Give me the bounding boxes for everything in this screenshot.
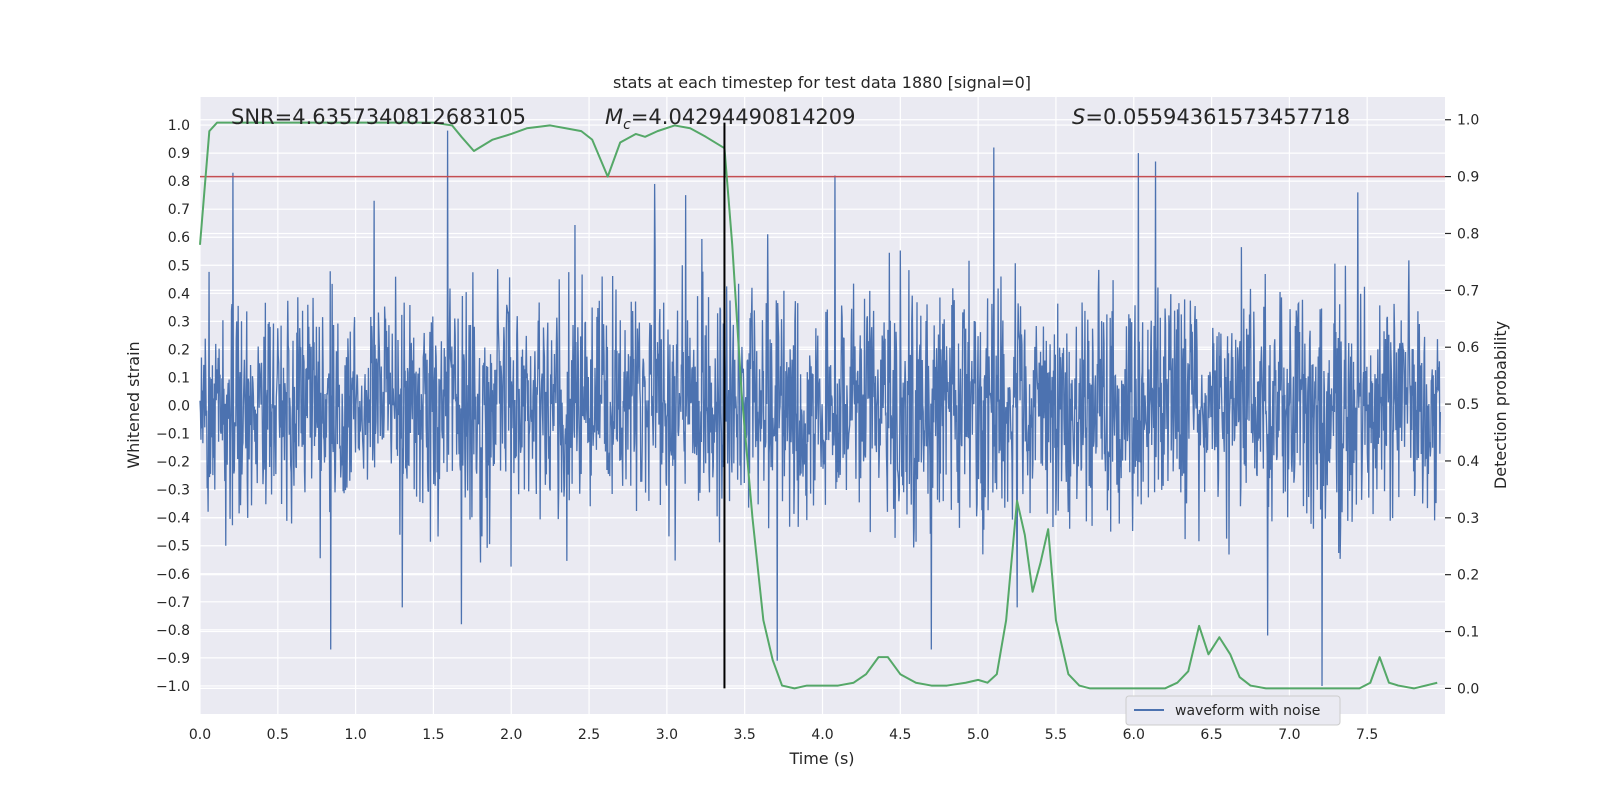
y-tick-label: −1.0 (156, 679, 190, 695)
x-tick-label: 5.5 (1045, 727, 1067, 743)
y-tick-label: −0.2 (156, 455, 190, 471)
s-annotation: S=0.05594361573457718 (1072, 105, 1350, 129)
y-tick-label: 0.3 (168, 314, 190, 330)
y-tick-label: 0.7 (168, 202, 190, 218)
y-tick-label: −0.5 (156, 539, 190, 555)
chirp-mass-symbol: M (605, 105, 623, 129)
probability-series-line (199, 121, 1438, 690)
x-tick-label: 0.0 (189, 727, 211, 743)
y2-axis-ticks: 1.0 0.9 0.8 0.7 0.6 0.5 0.4 0.3 0.2 0.1 0.0 (1445, 113, 1479, 697)
waveform-line (199, 130, 1441, 686)
chart-title: stats at each timestep for test data 188… (613, 73, 1031, 92)
y-tick-label: 0.5 (168, 258, 190, 274)
y2-tick-label: 0.1 (1457, 625, 1479, 641)
y2-tick-label: 0.9 (1457, 170, 1479, 186)
y-axis-label: Whitened strain (124, 341, 143, 468)
chirp-mass-value: =4.04294490814209 (631, 105, 856, 129)
y-tick-label: −0.4 (156, 511, 190, 527)
x-axis-label: Time (s) (788, 749, 854, 768)
legend-label: waveform with noise (1175, 703, 1320, 719)
y-axis-ticks: 1.0 0.9 0.8 0.7 0.6 0.5 0.4 0.3 0.2 0.1 0.0 −0.1 −0.… (156, 118, 190, 695)
y-tick-label: 0.8 (168, 174, 190, 190)
y-tick-label: 0.0 (168, 399, 190, 415)
y-tick-label: −0.9 (156, 651, 190, 667)
x-tick-label: 3.5 (734, 727, 756, 743)
legend: waveform with noise (1125, 695, 1341, 726)
y2-tick-label: 0.2 (1457, 568, 1479, 584)
waveform-series (199, 130, 1441, 686)
y2-tick-label: 0.7 (1457, 283, 1479, 299)
chirp-mass-subscript: c (623, 117, 631, 133)
y2-tick-label: 0.6 (1457, 340, 1479, 356)
y2-tick-label: 1.0 (1457, 113, 1479, 129)
x-tick-label: 2.5 (578, 727, 600, 743)
x-tick-label: 7.0 (1278, 727, 1300, 743)
x-tick-label: 3.0 (656, 727, 678, 743)
plot-area (199, 97, 1445, 714)
y2-tick-label: 0.3 (1457, 511, 1479, 527)
y-tick-label: −0.3 (156, 483, 190, 499)
y-tick-label: −0.1 (156, 427, 190, 443)
y-tick-label: −0.8 (156, 623, 190, 639)
x-axis-ticks: 0.0 0.5 1.0 1.5 2.0 2.5 3.0 3.5 4.0 4.5 5.0 5.5 6.0 6… (189, 727, 1378, 743)
y-tick-label: 0.6 (168, 230, 190, 246)
y2-tick-label: 0.8 (1457, 226, 1479, 242)
y-tick-label: −0.6 (156, 567, 190, 583)
y2-tick-label: 0.0 (1457, 681, 1479, 697)
y-tick-label: 0.1 (168, 370, 190, 386)
x-tick-label: 4.0 (811, 727, 833, 743)
y-tick-label: −0.7 (156, 595, 190, 611)
y2-axis-label: Detection probability (1491, 321, 1510, 489)
s-symbol: S (1072, 105, 1085, 129)
x-tick-label: 6.5 (1200, 727, 1222, 743)
x-tick-label: 1.0 (344, 727, 366, 743)
y-tick-label: 1.0 (168, 118, 190, 134)
y-tick-label: 0.2 (168, 342, 190, 358)
legend-box (1125, 695, 1341, 726)
x-tick-label: 0.5 (267, 727, 289, 743)
x-tick-label: 4.5 (889, 727, 911, 743)
x-tick-label: 2.0 (500, 727, 522, 743)
y2-tick-label: 0.5 (1457, 397, 1479, 413)
chirp-mass-annotation: Mc=4.04294490814209 (605, 105, 856, 133)
s-value: =0.05594361573457718 (1085, 105, 1350, 129)
y-tick-label: 0.9 (168, 146, 190, 162)
x-tick-label: 7.5 (1356, 727, 1378, 743)
snr-annotation: SNR=4.6357340812683105 (231, 105, 526, 129)
y2-tick-label: 0.4 (1457, 454, 1479, 470)
x-tick-label: 6.0 (1123, 727, 1145, 743)
x-tick-label: 1.5 (422, 727, 444, 743)
y-tick-label: 0.4 (168, 286, 190, 302)
x-tick-label: 5.0 (967, 727, 989, 743)
